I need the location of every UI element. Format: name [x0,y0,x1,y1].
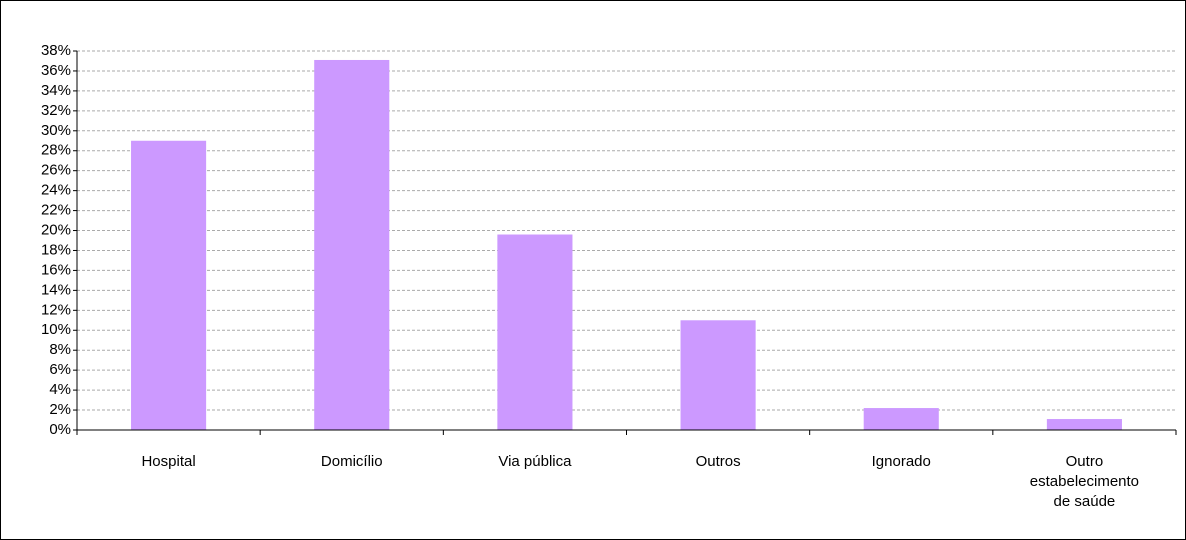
bar [497,234,573,430]
x-tick-label: Hospital [141,453,196,470]
y-tick-label: 18% [41,241,71,258]
y-tick-label: 20% [41,221,71,238]
y-tick-label: 22% [41,202,71,219]
y-tick-label: 0% [49,421,71,438]
y-tick-label: 38% [41,42,71,59]
y-tick-label: 4% [49,381,71,398]
y-tick-label: 6% [49,361,71,378]
bar [1046,419,1122,430]
x-tick-label: Via pública [498,453,572,470]
y-tick-label: 8% [49,341,71,358]
y-tick-label: 32% [41,102,71,119]
y-tick-label: 28% [41,142,71,159]
bar [314,59,390,430]
y-tick-label: 16% [41,261,71,278]
y-tick-label: 24% [41,182,71,199]
y-tick-label: 10% [41,321,71,338]
x-tick-label: Ignorado [871,453,931,470]
y-tick-label: 12% [41,301,71,318]
y-tick-label: 34% [41,82,71,99]
y-tick-label: 2% [49,401,71,418]
x-tick-label: Domicílio [320,453,383,470]
bar [131,140,207,430]
x-tick-label: Outro estabelecimento de saúde [1029,453,1140,510]
bar [863,408,939,430]
y-tick-label: 14% [41,281,71,298]
y-tick-label: 30% [41,122,71,139]
y-tick-label: 36% [41,62,71,79]
y-tick-label: 26% [41,162,71,179]
x-tick-label: Outros [695,453,741,470]
bar [680,320,756,430]
